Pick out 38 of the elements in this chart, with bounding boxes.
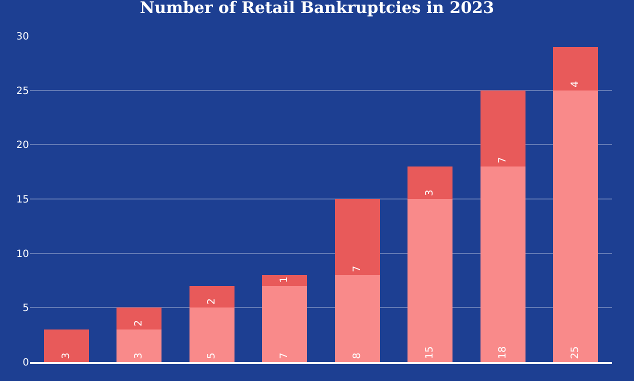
data-label: 2: [206, 298, 218, 305]
bar: [44, 329, 89, 362]
bar: [553, 46, 598, 90]
data-label: 7: [497, 157, 508, 164]
data-label: 3: [60, 352, 72, 359]
bar: [334, 275, 380, 362]
bar: [480, 90, 526, 166]
data-label: 25: [570, 346, 582, 359]
bar: [334, 199, 380, 276]
y-tick-label: 20: [16, 140, 29, 152]
y-tick-label: 30: [16, 32, 29, 42]
bar: [262, 275, 308, 286]
y-tick-label: 0: [22, 358, 29, 368]
data-label: 1: [279, 276, 290, 283]
bar: [116, 308, 162, 330]
bar: [408, 166, 453, 199]
data-label: 8: [352, 352, 363, 359]
chart-title: Number of Retail Bankruptcies in 2023: [140, 0, 494, 18]
y-tick-label: 25: [16, 86, 29, 97]
bar: [553, 90, 598, 362]
data-label: 15: [424, 346, 436, 359]
bar: [189, 286, 234, 308]
data-label: 3: [134, 352, 145, 359]
data-label: 2: [134, 320, 145, 326]
bar: [408, 199, 453, 362]
bar: [116, 329, 162, 362]
bar: [480, 166, 526, 362]
y-tick-label: 5: [22, 303, 29, 314]
data-label: 5: [206, 352, 218, 359]
bar: [262, 286, 308, 362]
y-tick-label: 15: [16, 194, 29, 206]
data-label: 3: [424, 190, 436, 196]
data-label: 7: [352, 266, 363, 272]
data-label: 4: [570, 80, 582, 88]
data-label: 7: [279, 352, 290, 359]
bar: [189, 308, 234, 362]
y-tick-label: 10: [16, 248, 29, 260]
data-label: 18: [497, 346, 508, 359]
